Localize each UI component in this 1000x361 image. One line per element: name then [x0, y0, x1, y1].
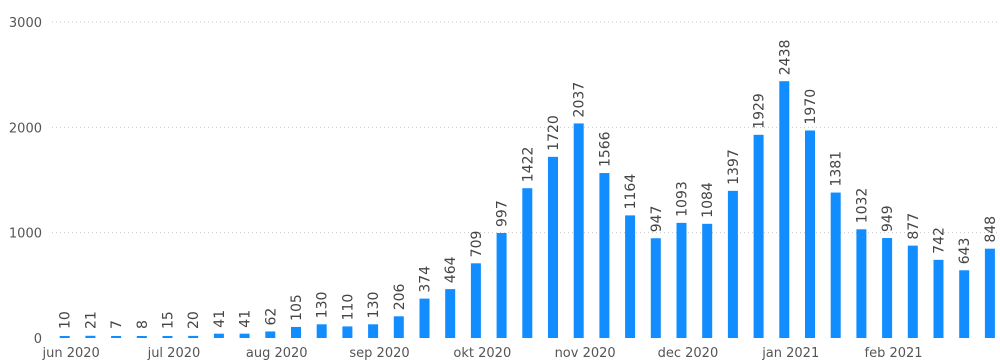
x-tick-label: jun 2020	[41, 346, 99, 361]
data-label: 7	[109, 320, 125, 329]
bar	[136, 336, 147, 338]
bar	[779, 81, 790, 339]
y-axis: 0 1000 2000 3000	[9, 16, 42, 347]
x-tick-label: jan 2021	[761, 346, 819, 361]
bar	[393, 316, 404, 338]
x-tick-label: sep 2020	[349, 346, 409, 361]
data-label: 130	[366, 292, 382, 319]
data-label: 1929	[752, 93, 768, 129]
bar	[599, 173, 610, 338]
bar	[753, 134, 764, 338]
x-axis: jun 2020 jul 2020 aug 2020 sep 2020 okt 2020…	[41, 346, 922, 361]
bar	[573, 123, 584, 338]
bar	[882, 238, 893, 338]
data-label: 41	[238, 310, 254, 328]
bar	[933, 259, 944, 338]
y-tick-label: 1000	[9, 227, 42, 242]
bar	[548, 156, 558, 338]
bar	[111, 336, 122, 338]
data-label: 10	[58, 311, 74, 329]
data-label: 374	[418, 266, 434, 293]
bar	[368, 324, 379, 338]
y-tick-label: 2000	[9, 121, 42, 136]
bar	[676, 222, 687, 338]
data-label: 1566	[597, 131, 613, 167]
bar	[239, 333, 250, 338]
data-label: 1381	[829, 151, 845, 187]
data-label: 1093	[675, 181, 691, 217]
bar	[59, 336, 70, 338]
x-tick-label: feb 2021	[865, 346, 923, 361]
data-label: 20	[186, 311, 202, 329]
bars	[59, 81, 995, 339]
bar	[702, 223, 713, 338]
data-label: 1970	[803, 89, 819, 125]
data-label: 130	[315, 292, 331, 319]
data-label: 8	[135, 320, 151, 329]
data-label: 1397	[726, 149, 742, 185]
bar	[265, 331, 276, 338]
bar	[162, 336, 173, 338]
bar	[522, 188, 533, 338]
data-label: 2037	[572, 82, 588, 118]
bar	[805, 130, 815, 338]
data-label: 15	[161, 311, 177, 329]
data-label: 1164	[623, 174, 639, 210]
x-tick-label: dec 2020	[658, 346, 719, 361]
bar	[856, 229, 867, 338]
y-tick-label: 0	[34, 332, 42, 347]
data-label: 947	[649, 206, 665, 233]
bar	[188, 335, 199, 338]
data-label: 877	[906, 213, 922, 240]
x-tick-label: jul 2020	[147, 346, 201, 361]
data-label: 110	[340, 294, 356, 321]
data-label: 643	[957, 238, 973, 265]
data-label: 464	[443, 256, 459, 283]
bar	[213, 333, 224, 338]
data-label: 1032	[854, 188, 870, 224]
data-label: 2438	[777, 40, 793, 76]
x-tick-label: okt 2020	[453, 346, 511, 361]
bar	[727, 190, 738, 338]
data-label: 41	[212, 310, 228, 328]
data-label: 105	[289, 294, 305, 321]
x-tick-label: nov 2020	[555, 346, 616, 361]
bar	[650, 238, 661, 338]
data-label: 1422	[520, 147, 536, 183]
y-tick-label: 3000	[9, 16, 42, 31]
data-label: 848	[983, 216, 999, 243]
data-label: 206	[392, 283, 408, 310]
data-label: 709	[469, 231, 485, 258]
bar	[907, 245, 918, 338]
bar	[342, 326, 353, 338]
data-labels: 10 21 7 8 15 20 41 41 62 105 130 110 130 206 374 464 709…	[58, 40, 999, 329]
bar	[316, 324, 327, 338]
data-label: 62	[263, 308, 279, 326]
bar	[291, 326, 301, 338]
bar	[830, 192, 841, 338]
bar	[625, 215, 636, 338]
bar	[419, 298, 430, 338]
bar	[470, 263, 481, 338]
x-tick-label: aug 2020	[246, 346, 308, 361]
bar	[984, 248, 995, 338]
data-label: 21	[83, 311, 99, 329]
data-label: 1720	[546, 115, 562, 151]
data-label: 1084	[700, 182, 716, 218]
data-label: 742	[932, 227, 948, 254]
bar	[496, 232, 507, 338]
bar	[959, 270, 970, 338]
bar	[445, 289, 456, 338]
data-label: 997	[495, 200, 511, 227]
data-label: 949	[880, 205, 896, 232]
bar	[85, 335, 96, 338]
